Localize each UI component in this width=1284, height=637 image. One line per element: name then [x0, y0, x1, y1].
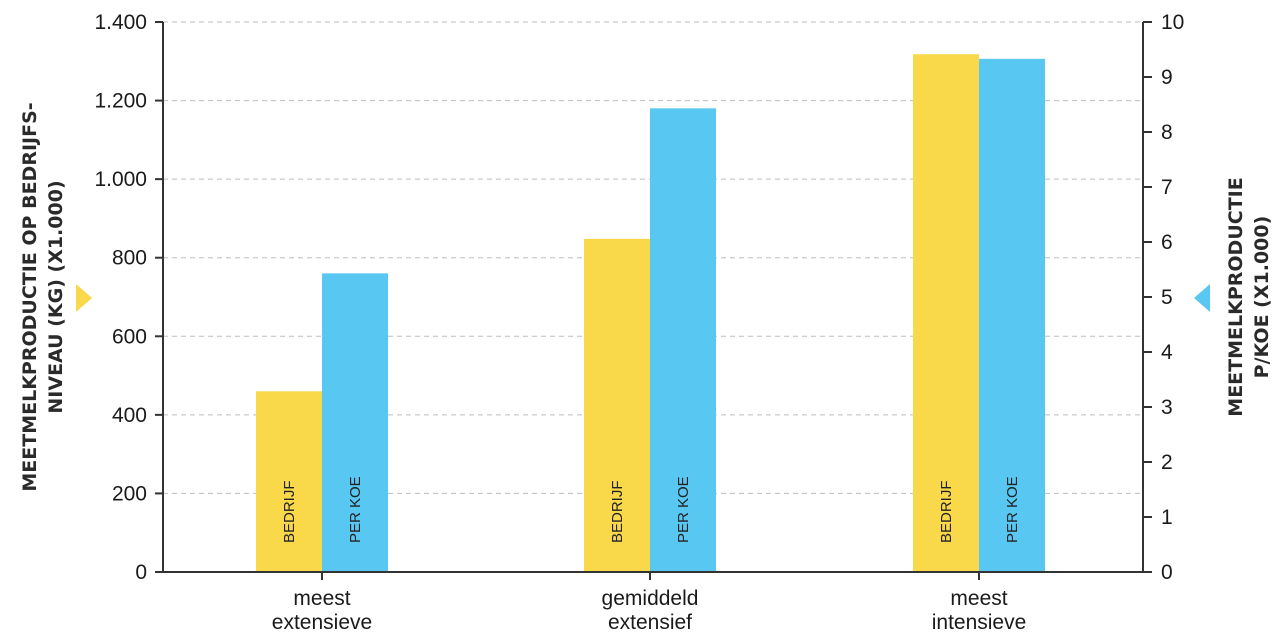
right-axis-title: MEETMELKPRODUCTIE P/KOE (X1.000) [1225, 177, 1273, 416]
right-tick-label: 0 [1161, 561, 1173, 584]
axis-titles: MEETMELKPRODUCTIE OP BEDRIJFS- NIVEAU (KG… [19, 102, 1273, 491]
right-axis-title-line: MEETMELKPRODUCTIE [1225, 177, 1247, 416]
left-axis-marker-icon [76, 284, 92, 312]
right-tick-label: 4 [1161, 341, 1173, 364]
left-tick-label: 1.200 [94, 90, 147, 113]
right-axis-ticks: 0 1 2 3 4 5 6 7 8 9 10 [1143, 11, 1184, 584]
bar-bedrijf [256, 391, 322, 572]
bar-per-koe [650, 108, 716, 572]
bar-label: BEDRIJF [281, 480, 298, 543]
left-tick-label: 400 [112, 404, 147, 427]
bar-per-koe [322, 273, 388, 572]
category-label: gemiddeld [602, 587, 699, 610]
left-axis-title-line: NIVEAU (KG) (X1.000) [45, 180, 67, 413]
right-tick-label: 2 [1161, 451, 1173, 474]
bar-bedrijf [913, 54, 979, 572]
category-label: meest [950, 587, 1007, 610]
left-tick-label: 200 [112, 482, 147, 505]
right-axis-title-line: P/KOE (X1.000) [1251, 216, 1273, 379]
bar-label: BEDRIJF [609, 480, 626, 543]
left-tick-label: 1.400 [94, 11, 147, 34]
right-tick-label: 10 [1161, 11, 1184, 34]
bar-bedrijf [584, 238, 650, 572]
right-tick-label: 3 [1161, 396, 1173, 419]
left-axis-title-line: MEETMELKPRODUCTIE OP BEDRIJFS- [19, 102, 41, 491]
left-tick-label: 1.000 [94, 168, 147, 191]
right-tick-label: 1 [1161, 506, 1173, 529]
left-axis-ticks: 0 200 400 600 800 1.000 1.200 1.400 [94, 11, 163, 584]
left-tick-label: 800 [112, 247, 147, 270]
left-tick-label: 600 [112, 325, 147, 348]
right-tick-label: 6 [1161, 231, 1173, 254]
category-label: meest [293, 587, 350, 610]
right-axis-marker-icon [1194, 284, 1210, 312]
bars: BEDRIJF PER KOE BEDRIJF PER KOE BEDRIJF PER K… [256, 54, 1045, 573]
left-tick-label: 0 [135, 561, 147, 584]
bar-label: BEDRIJF [938, 480, 955, 543]
bar-label: PER KOE [675, 476, 692, 543]
category-label: extensieve [272, 611, 372, 634]
right-tick-label: 7 [1161, 176, 1173, 199]
right-tick-label: 9 [1161, 66, 1173, 89]
category-labels: meestextensievegemiddeldextensiefmeestin… [272, 572, 1026, 634]
right-tick-label: 5 [1161, 286, 1173, 309]
right-tick-label: 8 [1161, 121, 1173, 144]
category-label: extensief [608, 611, 692, 634]
bar-per-koe [979, 58, 1045, 573]
category-label: intensieve [932, 611, 1027, 634]
bar-label: PER KOE [347, 476, 364, 543]
left-axis-title: MEETMELKPRODUCTIE OP BEDRIJFS- NIVEAU (KG… [19, 102, 67, 491]
bar-label: PER KOE [1004, 476, 1021, 543]
